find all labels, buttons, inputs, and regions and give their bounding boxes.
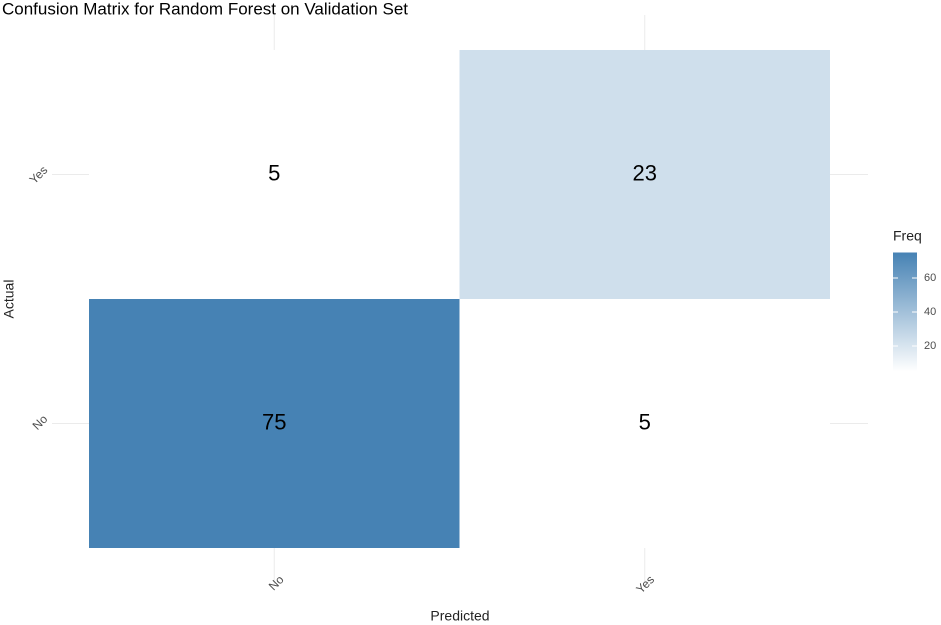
x-tick-label: Yes — [633, 572, 657, 596]
cell-label: 23 — [633, 160, 657, 185]
tile — [89, 299, 460, 548]
y-tick-label: No — [30, 412, 51, 433]
tile — [89, 50, 460, 299]
legend-tick-label: 60 — [924, 272, 936, 284]
x-tick-label: No — [266, 572, 287, 593]
cell-label: 5 — [268, 160, 280, 185]
tile — [459, 299, 830, 548]
y-tick-label: Yes — [27, 163, 51, 187]
x-axis-label: Predicted — [430, 608, 489, 624]
cell-label: 75 — [262, 409, 286, 434]
legend-title: Freq — [893, 228, 922, 244]
cell-label: 5 — [639, 409, 651, 434]
tile — [459, 50, 830, 299]
legend-tick-label: 40 — [924, 306, 936, 318]
legend-tick-label: 20 — [924, 340, 936, 352]
y-axis-label: Actual — [1, 280, 17, 319]
chart-title: Confusion Matrix for Random Forest on Va… — [2, 0, 408, 18]
